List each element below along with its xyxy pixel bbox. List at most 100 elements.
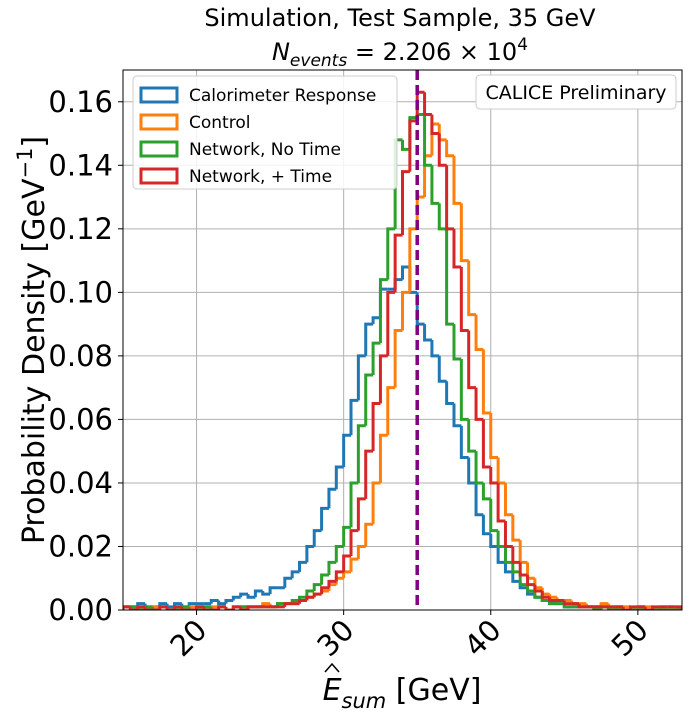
histogram-step — [224, 606, 234, 610]
subtitle-rest: = 2.206 × 10 — [347, 38, 517, 66]
histogram-step — [445, 381, 454, 406]
histogram-step — [496, 457, 506, 485]
histogram-step — [408, 119, 418, 172]
histogram-step — [195, 605, 204, 610]
histogram-step — [172, 605, 182, 610]
histogram-step — [231, 605, 241, 610]
histogram-step — [378, 278, 388, 344]
legend-label: Control — [189, 113, 250, 133]
histogram-step — [423, 324, 432, 342]
histogram-step — [496, 530, 506, 548]
histogram-step — [401, 290, 410, 331]
histogram-step — [158, 605, 168, 610]
histogram-step — [452, 155, 462, 205]
histogram-step — [489, 498, 499, 533]
histogram-step — [526, 575, 535, 587]
histogram-step — [437, 355, 447, 383]
histogram-step — [629, 605, 638, 610]
legend-label: Network, + Time — [189, 167, 332, 187]
histogram-step — [128, 606, 138, 610]
histogram-step — [423, 114, 432, 167]
histogram-step — [290, 570, 300, 579]
x-tick-label: 20 — [163, 613, 213, 663]
histogram-step — [371, 402, 381, 452]
plot-area — [123, 90, 682, 610]
histogram-step — [526, 584, 535, 593]
y-tick-label: 0.12 — [48, 212, 113, 246]
histogram-step — [474, 387, 484, 421]
histogram-step — [401, 170, 410, 236]
y-label-text: Probability Density [GeV — [17, 178, 52, 544]
histogram-step — [334, 570, 344, 582]
histogram-step — [349, 481, 359, 528]
legend-label: Calorimeter Response — [189, 86, 376, 106]
chart-title: Simulation, Test Sample, 35 GeV — [204, 4, 596, 32]
histogram-step — [408, 227, 418, 293]
y-tick-label: 0.00 — [48, 593, 113, 627]
histogram-step — [327, 487, 337, 509]
histogram-step — [334, 544, 344, 563]
histogram-step — [378, 433, 388, 483]
histogram-step — [401, 265, 410, 280]
histogram-step — [349, 557, 359, 572]
histogram-step — [459, 203, 469, 263]
histogram-step — [305, 544, 315, 563]
histogram-step — [481, 482, 491, 501]
histogram-step — [217, 605, 226, 610]
histogram-step — [364, 373, 374, 426]
histogram-step — [246, 605, 256, 610]
histogram-step — [202, 606, 212, 610]
histogram-step — [356, 497, 366, 531]
histogram-step — [496, 546, 506, 564]
histogram-step — [423, 92, 432, 116]
histogram-step — [511, 571, 521, 583]
histogram-step — [445, 165, 454, 231]
histogram-step — [548, 594, 557, 599]
histogram-step — [239, 592, 249, 598]
histogram-step — [430, 165, 440, 205]
histogram-step — [261, 590, 271, 596]
histogram-step — [533, 584, 543, 593]
subtitle-base: N — [272, 38, 290, 66]
histogram-step — [356, 354, 366, 401]
x-label-hat — [324, 662, 340, 673]
histogram-step — [430, 340, 440, 358]
histogram-step — [327, 579, 337, 588]
histogram-step — [342, 570, 352, 579]
y-tick-label: 0.10 — [48, 275, 113, 309]
histogram-step — [518, 562, 528, 577]
histogram-step — [459, 425, 469, 460]
histogram-step — [503, 562, 513, 574]
histogram-step — [643, 606, 653, 610]
histogram-step — [430, 114, 440, 136]
histogram-step — [674, 605, 682, 610]
histogram-step — [386, 227, 396, 280]
annotation: CALICE Preliminary — [485, 82, 666, 104]
histogram-step — [231, 595, 241, 601]
histogram-step — [467, 260, 477, 317]
histogram-step — [123, 605, 131, 610]
histogram-step — [283, 602, 293, 607]
x-label-rest: [GeV] — [386, 673, 481, 708]
histogram-step — [533, 590, 543, 599]
subtitle-sub: events — [290, 51, 347, 71]
histogram-step — [224, 598, 234, 604]
histogram-step — [327, 560, 337, 576]
histogram-step — [511, 514, 521, 542]
histogram-step — [312, 592, 322, 598]
y-label-sup: −1 — [13, 148, 37, 179]
histogram-step — [371, 316, 381, 325]
histogram-step — [489, 467, 499, 485]
histogram-step — [334, 465, 344, 490]
x-label-sub: sum — [342, 689, 387, 713]
histogram-step — [356, 544, 366, 560]
histogram-step — [305, 589, 315, 598]
histogram-step — [180, 606, 190, 610]
x-label-base: E — [323, 673, 342, 708]
legend-label: Network, No Time — [189, 140, 341, 160]
histogram-step — [651, 605, 660, 610]
histogram-step — [305, 595, 315, 601]
histogram-step — [312, 583, 322, 591]
histogram-step — [364, 449, 374, 499]
y-axis-label: Probability Density [GeV−1] — [13, 136, 52, 544]
